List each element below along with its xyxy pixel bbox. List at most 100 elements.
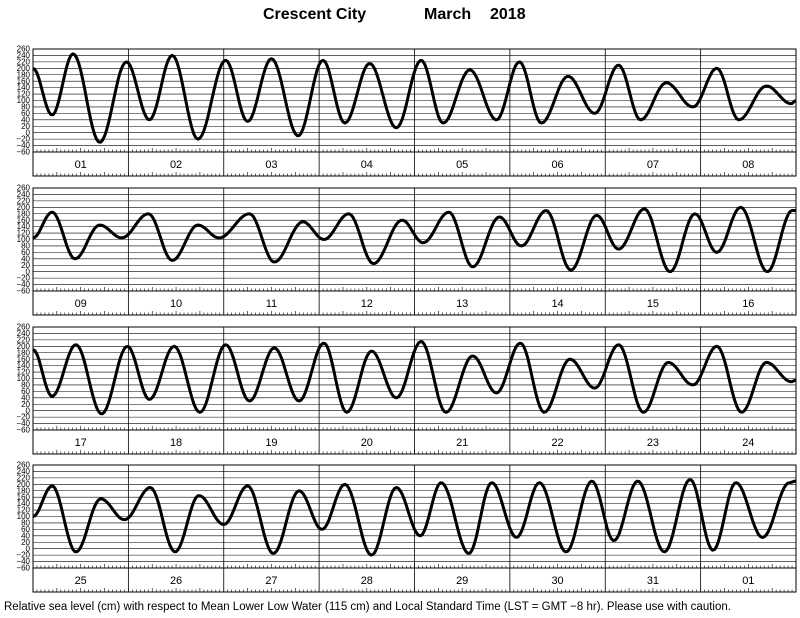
- y-tick-label: −20: [16, 274, 30, 283]
- day-label: 13: [456, 298, 468, 310]
- chart-caption: Relative sea level (cm) with respect to …: [4, 601, 731, 613]
- y-tick-label: 140: [17, 361, 31, 370]
- y-tick-label: 200: [17, 64, 31, 73]
- day-label: 25: [75, 575, 87, 587]
- y-tick-label: −20: [16, 413, 30, 422]
- y-tick-label: 80: [21, 103, 30, 112]
- y-tick-label: 20: [21, 400, 30, 409]
- day-label: 30: [551, 575, 563, 587]
- title-month: March: [424, 6, 472, 23]
- y-tick-label: 80: [21, 242, 30, 251]
- y-tick-label: 140: [17, 499, 31, 508]
- day-label: 07: [647, 159, 659, 171]
- day-label: 16: [742, 298, 754, 310]
- y-tick-label: 180: [17, 209, 31, 218]
- day-label: 19: [265, 437, 277, 449]
- y-tick-label: 40: [21, 393, 30, 402]
- y-tick-label: −40: [16, 141, 30, 150]
- y-tick-label: 20: [21, 122, 30, 131]
- tide-panel: −60−40−200204060801001201401601802002202…: [16, 184, 797, 316]
- panel-frame: [32, 48, 797, 177]
- day-label: 10: [170, 298, 182, 310]
- y-tick-label: 120: [17, 229, 31, 238]
- y-tick-label: 60: [21, 525, 30, 534]
- y-tick-label: 160: [17, 493, 31, 502]
- y-tick-label: −20: [16, 551, 30, 560]
- y-tick-label: 80: [21, 519, 30, 528]
- y-tick-label: 100: [17, 512, 31, 521]
- panel-frame: [32, 326, 797, 455]
- y-tick-label: 260: [17, 323, 31, 332]
- day-label: 06: [551, 159, 563, 171]
- day-label: 26: [170, 575, 182, 587]
- y-tick-label: 0: [26, 406, 31, 415]
- tide-panel: −60−40−200204060801001201401601802002202…: [16, 45, 797, 177]
- day-label: 02: [170, 159, 182, 171]
- day-label: 22: [551, 437, 563, 449]
- day-label: 03: [265, 159, 277, 171]
- day-label: 04: [361, 159, 373, 171]
- day-label: 28: [361, 575, 373, 587]
- day-label: 14: [551, 298, 563, 310]
- y-tick-label: 120: [17, 90, 31, 99]
- tide-curve: [32, 478, 797, 557]
- day-label: 21: [456, 437, 468, 449]
- y-tick-label: 80: [21, 381, 30, 390]
- y-tick-label: 220: [17, 335, 31, 344]
- day-label: 27: [265, 575, 277, 587]
- title-year: 2018: [490, 6, 526, 23]
- y-tick-label: 0: [26, 128, 31, 137]
- y-tick-label: 20: [21, 261, 30, 270]
- day-label: 09: [75, 298, 87, 310]
- title-location: Crescent City: [263, 6, 367, 23]
- day-label: 31: [647, 575, 659, 587]
- y-tick-label: 60: [21, 248, 30, 257]
- y-tick-label: −60: [16, 287, 30, 296]
- y-tick-label: 60: [21, 109, 30, 118]
- day-label: 24: [742, 437, 754, 449]
- y-tick-label: 260: [17, 45, 31, 54]
- y-tick-label: 200: [17, 203, 31, 212]
- day-label: 01: [742, 575, 754, 587]
- y-tick-label: 160: [17, 355, 31, 364]
- y-tick-label: 260: [17, 461, 31, 470]
- y-tick-label: −20: [16, 135, 30, 144]
- y-tick-label: −40: [16, 280, 30, 289]
- y-tick-label: −40: [16, 557, 30, 566]
- y-tick-label: 220: [17, 196, 31, 205]
- day-label: 29: [456, 575, 468, 587]
- y-tick-label: 240: [17, 329, 31, 338]
- tide-curve: [32, 340, 797, 416]
- y-tick-label: 120: [17, 506, 31, 515]
- y-tick-label: −60: [16, 426, 30, 435]
- y-tick-label: 180: [17, 348, 31, 357]
- y-tick-label: 200: [17, 480, 31, 489]
- y-tick-label: 120: [17, 368, 31, 377]
- tide-panel: −60−40−200204060801001201401601802002202…: [16, 461, 797, 593]
- y-tick-label: 100: [17, 374, 31, 383]
- y-tick-label: 220: [17, 473, 31, 482]
- y-tick-label: 240: [17, 467, 31, 476]
- day-label: 17: [75, 437, 87, 449]
- day-label: 18: [170, 437, 182, 449]
- day-label: 12: [361, 298, 373, 310]
- y-tick-label: 240: [17, 51, 31, 60]
- day-label: 11: [266, 298, 277, 310]
- day-label: 15: [647, 298, 659, 310]
- tide-curve: [32, 205, 796, 274]
- chart-title: Crescent City March 2018: [0, 6, 800, 28]
- y-tick-label: 180: [17, 486, 31, 495]
- day-label: 08: [742, 159, 754, 171]
- y-tick-label: 160: [17, 77, 31, 86]
- panel-frame: [32, 187, 797, 316]
- y-tick-label: 140: [17, 222, 31, 231]
- y-tick-label: 260: [17, 184, 31, 193]
- tide-curve: [32, 52, 797, 144]
- y-tick-label: 100: [17, 96, 31, 105]
- y-tick-label: 140: [17, 83, 31, 92]
- day-label: 20: [361, 437, 373, 449]
- y-tick-label: 20: [21, 538, 30, 547]
- y-tick-label: −60: [16, 564, 30, 573]
- y-tick-label: 180: [17, 70, 31, 79]
